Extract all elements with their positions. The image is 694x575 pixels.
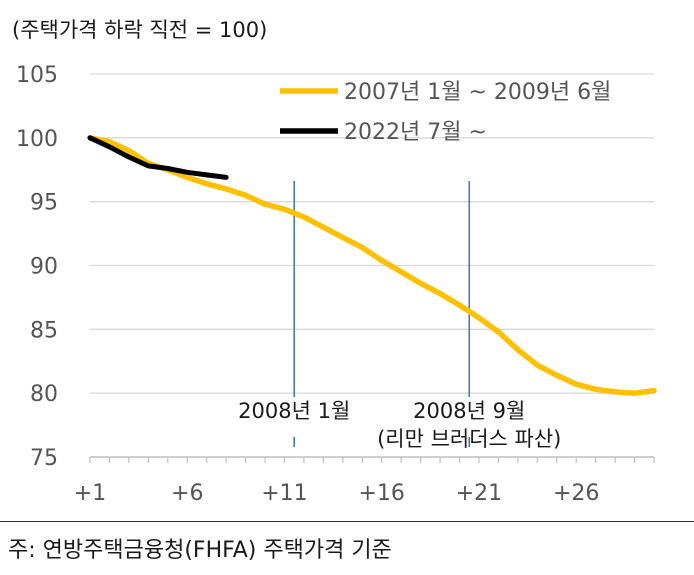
y-axis-label: (주택가격 하락 직전 = 100) [12,18,267,42]
annotations: 2008년 1월 2008년 9월 (리만 브러더스 파산) [238,181,561,451]
x-axis [89,456,655,463]
y-tick-label: 75 [30,446,58,471]
series-line-2 [87,135,229,180]
series-line-1 [87,135,657,396]
legend: 2007년 1월 ~ 2009년 6월 2022년 7월 ~ [280,80,611,145]
annotation-label: 2008년 1월 [238,399,350,423]
line-chart: (주택가격 하락 직전 = 100) 75 80 85 90 95 100 105 +1 +6… [12,18,657,506]
annotation-sublabel: (리만 브러더스 파산) [377,427,561,451]
footer-note: 주: 연방주택금융청(FHFA) 주택가격 기준 [8,538,392,563]
y-tick-labels: 75 80 85 90 95 100 105 [16,63,58,471]
x-tick-label: +11 [261,481,307,506]
y-tick-label: 95 [30,191,58,216]
legend-label-2: 2022년 7월 ~ [344,120,487,145]
x-tick-label: +16 [359,481,405,506]
y-tick-label: 85 [30,318,58,343]
y-tick-label: 90 [30,255,58,280]
x-tick-label: +1 [74,481,106,506]
footer: 주: 연방주택금융청(FHFA) 주택가격 기준 [0,521,694,575]
x-tick-label: +21 [456,481,502,506]
legend-label-1: 2007년 1월 ~ 2009년 6월 [344,80,611,105]
series [87,135,657,396]
gridlines [90,73,654,394]
x-tick-label: +26 [553,481,599,506]
y-tick-label: 100 [16,127,58,152]
annotation-label: 2008년 9월 [413,399,525,423]
y-tick-label: 80 [30,382,58,407]
x-tick-labels: +1 +6 +11 +16 +21 +26 [74,481,600,506]
x-tick-label: +6 [171,481,203,506]
y-tick-label: 105 [16,63,58,88]
